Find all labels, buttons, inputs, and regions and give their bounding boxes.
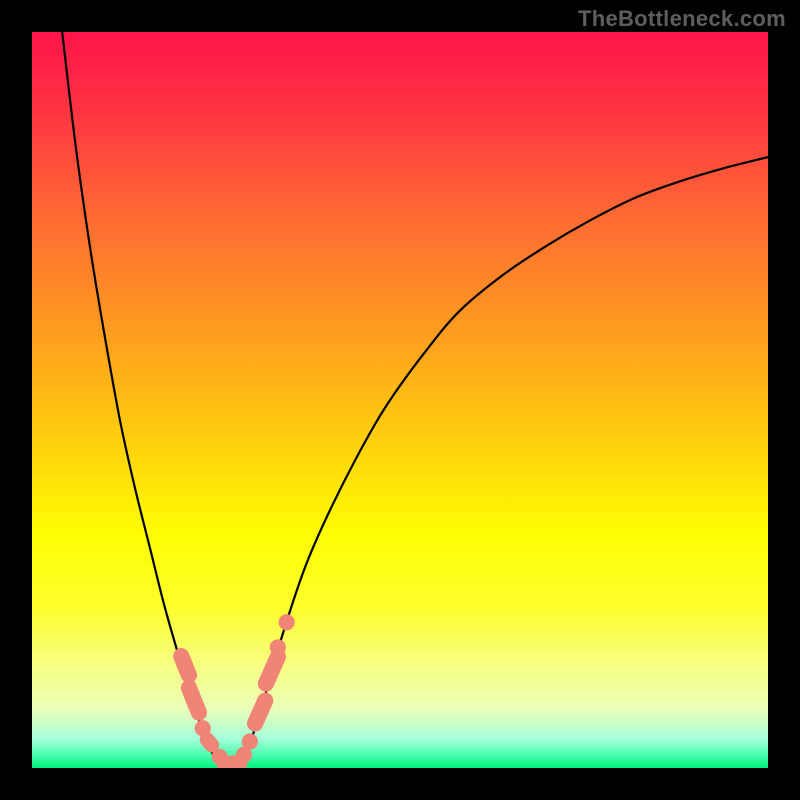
plot-area bbox=[32, 32, 768, 768]
chart-container: TheBottleneck.com bbox=[0, 0, 800, 800]
watermark-label: TheBottleneck.com bbox=[578, 6, 786, 32]
bottleneck-curve-chart bbox=[32, 32, 768, 768]
